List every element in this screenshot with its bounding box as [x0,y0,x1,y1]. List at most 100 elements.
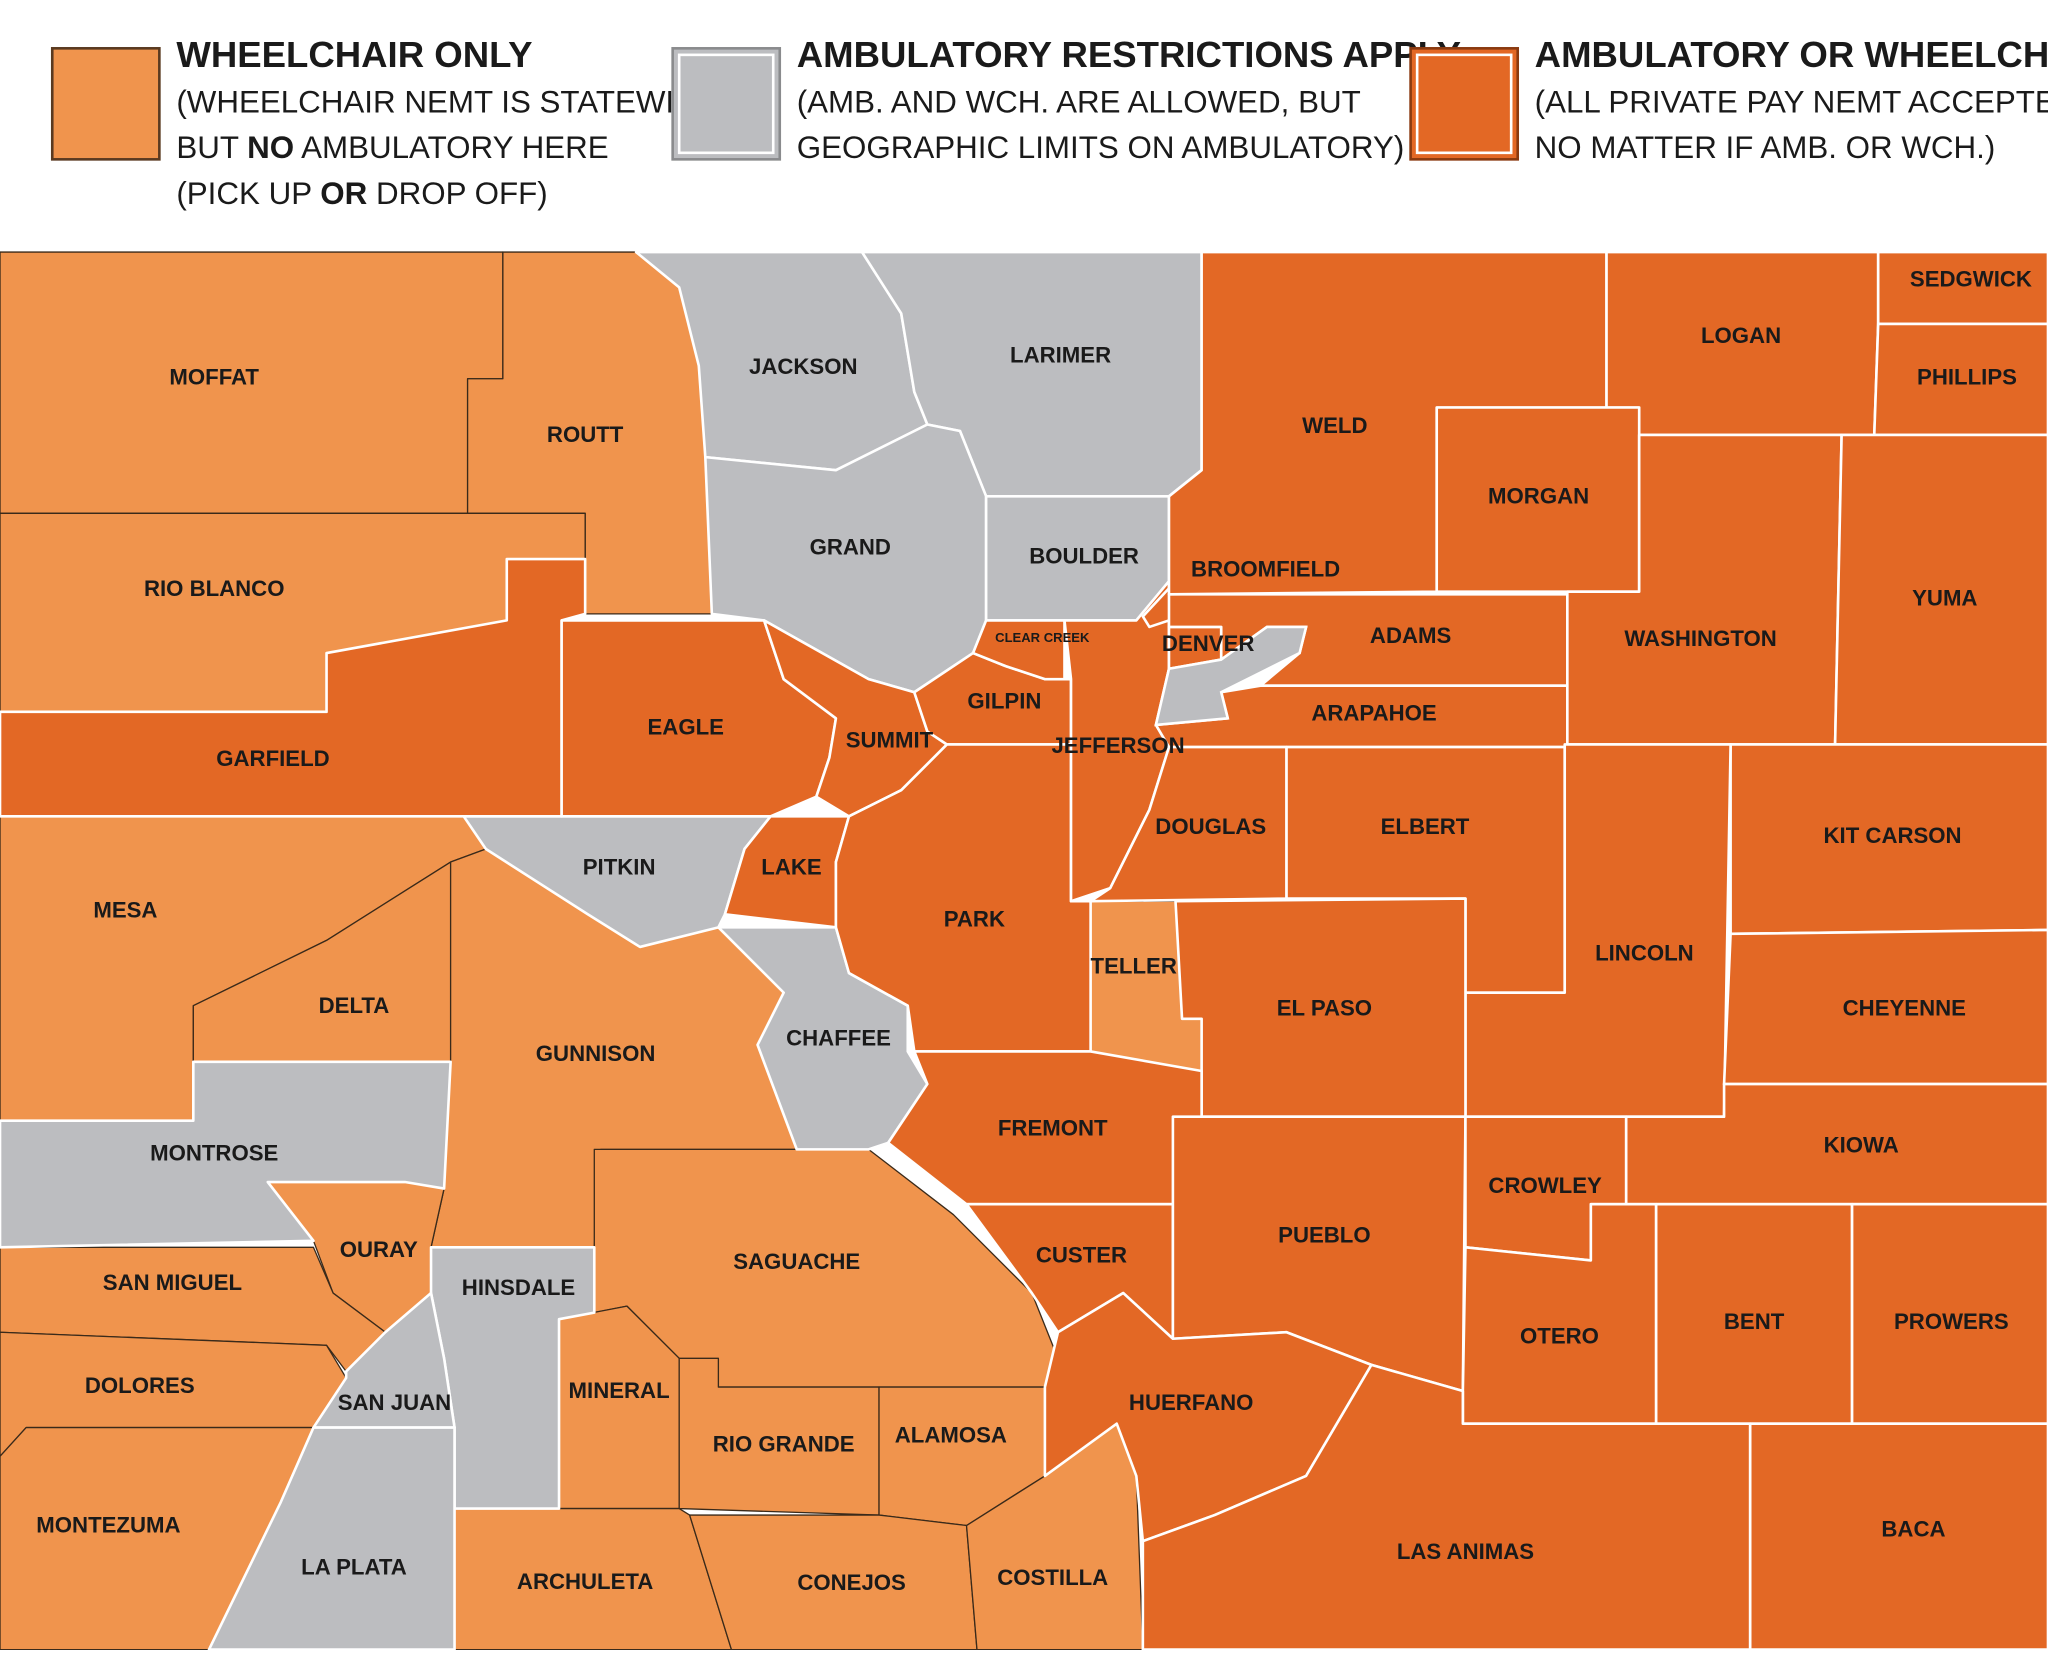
county-label: LARIMER [1010,342,1111,367]
county-label: JEFFERSON [1051,733,1184,758]
county-label: CROWLEY [1488,1173,1602,1198]
county-label: CUSTER [1036,1242,1127,1267]
county-label: MONTROSE [150,1140,278,1165]
county-label: SEDGWICK [1910,267,2032,292]
county-label: WELD [1302,413,1367,438]
county-label: MORGAN [1488,483,1589,508]
county-label: RIO GRANDE [713,1432,855,1457]
county-label: GUNNISON [536,1041,656,1066]
legend-description: (AMB. AND WCH. ARE ALLOWED, BUT [797,85,1361,120]
county-label: ADAMS [1370,623,1451,648]
county-label: HUERFANO [1129,1390,1254,1415]
legend: WHEELCHAIR ONLY (WHEELCHAIR NEMT IS STATE… [50,34,2048,211]
county-label: MONTEZUMA [36,1513,180,1538]
legend-title: WHEELCHAIR ONLY [176,34,532,75]
county-label: JACKSON [749,354,857,379]
county-label: PHILLIPS [1917,365,2017,390]
county-label: COSTILLA [997,1565,1108,1590]
legend-text-segment: (WHEELCHAIR NEMT IS STATEWIDE, [176,85,726,120]
legend-text-segment: BUT [176,130,247,165]
county-label: PUEBLO [1278,1223,1370,1248]
legend-description: (PICK UP OR DROP OFF) [176,176,547,211]
legend-title: AMBULATORY RESTRICTIONS APPLY [797,34,1461,75]
county-label: MINERAL [569,1378,670,1403]
map-overlay [1154,625,1308,727]
county [312,1291,456,1429]
county-label: HINSDALE [462,1275,575,1300]
county-labels: MOFFAT ROUTT RIO BLANCO MESA DELTA GUNNISON OU… [36,267,2032,1595]
county-label: LAS ANIMAS [1397,1539,1534,1564]
county-label: SAN MIGUEL [103,1270,242,1295]
county-label: GILPIN [967,689,1041,714]
county [0,557,587,818]
county-label: GARFIELD [216,746,329,771]
county-label: CLEAR CREEK [995,630,1090,645]
county-label: TELLER [1091,954,1177,979]
county-label: KIOWA [1824,1133,1899,1158]
county-label: OURAY [340,1237,418,1262]
county-label: FREMONT [998,1116,1108,1141]
legend-description: NO MATTER IF AMB. OR WCH.) [1535,130,1996,165]
county-label: CHEYENNE [1843,995,1966,1020]
county-label: DENVER [1162,631,1254,656]
county-label: ELBERT [1381,814,1470,839]
county-label: SAN JUAN [338,1390,451,1415]
county-label: ARAPAHOE [1311,700,1436,725]
county-label: PITKIN [583,854,656,879]
county-label: YUMA [1912,585,1977,610]
county-label: BROOMFIELD [1191,557,1340,582]
legend-description: (WHEELCHAIR NEMT IS STATEWIDE, [176,85,726,120]
legend-text-segment: (AMB. AND WCH. ARE ALLOWED, BUT [797,85,1361,120]
county-label: ROUTT [547,422,624,447]
legend-text-segment: AMBULATORY HERE [294,130,609,165]
restricted-enclave [1154,625,1308,727]
legend-text-segment: OR [320,176,367,211]
county-label: BOULDER [1029,544,1139,569]
legend-text-segment: GEOGRAPHIC LIMITS ON AMBULATORY) [797,130,1405,165]
county-label: PROWERS [1894,1309,2009,1334]
county-label: SAGUACHE [733,1249,860,1274]
county-label: OTERO [1520,1323,1599,1348]
county-label: RIO BLANCO [144,576,285,601]
county-label: LINCOLN [1595,941,1694,966]
county-label: MESA [93,898,157,923]
legend-swatch-inner [1415,53,1513,155]
county-label: DOLORES [85,1373,195,1398]
legend-description: GEOGRAPHIC LIMITS ON AMBULATORY) [797,130,1405,165]
legend-swatch [50,47,161,161]
legend-text-segment: NO MATTER IF AMB. OR WCH.) [1535,130,1996,165]
county-label: WASHINGTON [1624,626,1776,651]
county-label: ALAMOSA [895,1423,1007,1448]
county-label: EAGLE [648,715,724,740]
county-label: BENT [1724,1309,1785,1334]
county-label: ARCHULETA [517,1569,653,1594]
county-label: BACA [1881,1517,1945,1542]
county-label: GRAND [810,534,891,559]
county-label: DELTA [319,993,390,1018]
legend-description: BUT NO AMBULATORY HERE [176,130,608,165]
county-map [0,250,2048,1651]
legend-text-segment: (PICK UP [176,176,320,211]
legend-description: (ALL PRIVATE PAY NEMT ACCEPTED, [1535,85,2048,120]
county-label: PARK [944,907,1005,932]
county-label: DOUGLAS [1155,814,1266,839]
county [0,1060,452,1249]
county-label: CHAFFEE [786,1026,891,1051]
county-label: EL PASO [1277,995,1372,1020]
legend-swatch [671,47,782,161]
county-label: KIT CARSON [1824,823,1962,848]
legend-text-segment: DROP OFF) [367,176,547,211]
legend-swatch [1409,47,1520,161]
county-label: LOGAN [1701,323,1781,348]
legend-text-segment: NO [247,130,294,165]
county-label: SUMMIT [846,728,934,753]
county-label: MOFFAT [169,365,259,390]
county-label: LAKE [761,854,821,879]
county-label: CONEJOS [797,1570,906,1595]
legend-text-segment: (ALL PRIVATE PAY NEMT ACCEPTED, [1535,85,2048,120]
county-label: LA PLATA [301,1554,407,1579]
legend-swatch-inner [677,53,775,155]
legend-title: AMBULATORY OR WHEELCHAIR [1535,34,2048,75]
